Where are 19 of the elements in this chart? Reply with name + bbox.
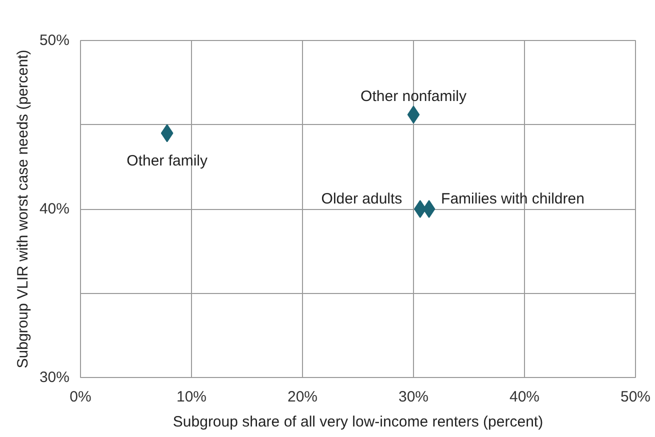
x-axis-title: Subgroup share of all very low-income renters (percent) xyxy=(172,414,544,430)
point xyxy=(160,124,174,142)
y-axis-title: Subgroup VLIR with worst case needs (percent) xyxy=(14,50,32,368)
annotation: Older adults xyxy=(321,190,402,208)
x-tick-label: 50% xyxy=(620,388,651,406)
y-tick-label: 30% xyxy=(39,369,70,386)
point xyxy=(422,200,436,218)
y-tick-label: 50% xyxy=(39,32,70,49)
x-tick-label: 40% xyxy=(509,388,540,406)
annotation: Families with children xyxy=(441,190,584,208)
annotation: Other nonfamily xyxy=(360,88,467,106)
x-tick-label: 20% xyxy=(287,388,318,406)
point xyxy=(414,200,426,218)
annotation: Other family xyxy=(126,152,208,170)
x-tick-label: 10% xyxy=(176,388,207,406)
y-tick-label: 40% xyxy=(39,200,70,218)
x-tick-label: 0% xyxy=(70,388,92,406)
x-tick-label: 30% xyxy=(398,388,429,406)
point xyxy=(407,106,420,124)
